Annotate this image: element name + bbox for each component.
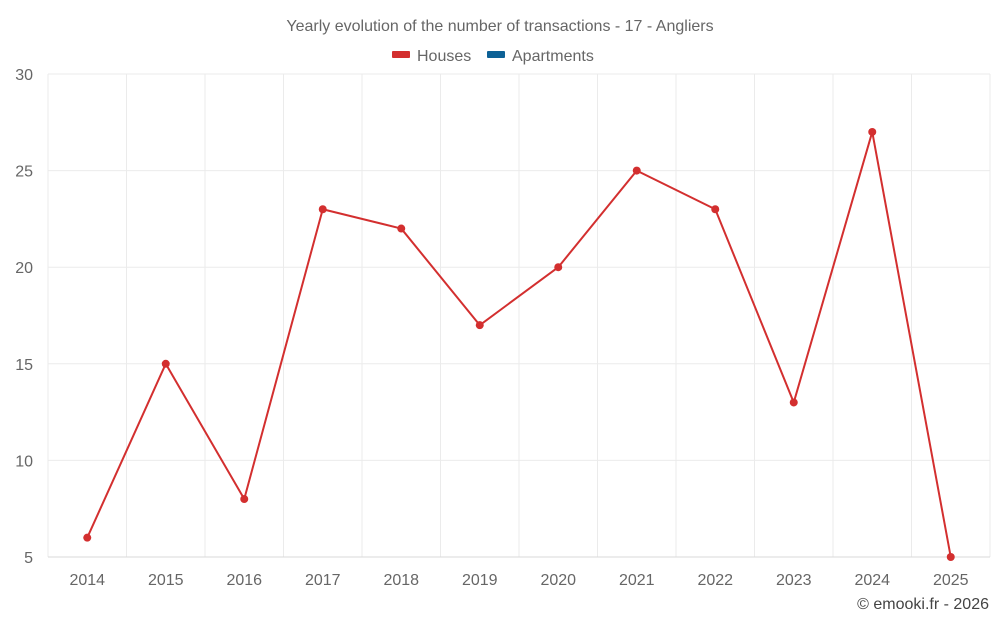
x-tick-label: 2014 xyxy=(69,572,105,589)
y-tick-label: 30 xyxy=(15,67,33,84)
data-point-houses[interactable]: 2014: 6 xyxy=(83,533,92,542)
legend-swatch-apartments xyxy=(487,51,505,58)
x-tick-label: 2017 xyxy=(305,572,341,589)
data-point-houses[interactable]: 2022: 23 xyxy=(711,205,720,214)
data-point-houses[interactable]: 2015: 15 xyxy=(161,359,170,368)
series: 2014: 6 2015: 15 2016: 8 2017: 23 2018: 22 20… xyxy=(83,127,955,561)
legend: Houses Apartments xyxy=(392,48,594,65)
data-point-houses[interactable]: 2024: 27 xyxy=(868,127,877,136)
x-tick-label: 2015 xyxy=(148,572,184,589)
x-tick-label: 2020 xyxy=(540,572,576,589)
legend-swatch-houses xyxy=(392,51,410,58)
data-point-houses[interactable]: 2019: 17 xyxy=(475,321,484,330)
legend-item-houses[interactable]: Houses xyxy=(392,48,471,65)
grid xyxy=(47,73,991,557)
x-tick-label: 2016 xyxy=(226,572,262,589)
data-point-houses[interactable]: 2020: 20 xyxy=(554,263,563,272)
x-tick-label: 2021 xyxy=(619,572,655,589)
x-tick-label: 2019 xyxy=(462,572,498,589)
y-tick-label: 25 xyxy=(15,164,33,181)
legend-item-apartments[interactable]: Apartments xyxy=(487,48,594,65)
y-tick-label: 10 xyxy=(15,453,33,470)
x-tick-label: 2023 xyxy=(776,572,812,589)
data-point-houses[interactable]: 2021: 25 xyxy=(632,166,641,175)
x-tick-label: 2022 xyxy=(697,572,733,589)
x-tick-label: 2025 xyxy=(933,572,969,589)
data-point-houses[interactable]: 2023: 13 xyxy=(789,398,798,407)
legend-label-houses: Houses xyxy=(417,48,471,65)
credit-label: © emooki.fr - 2026 xyxy=(857,596,989,613)
data-point-houses[interactable]: 2017: 23 xyxy=(318,205,327,214)
y-tick-label: 5 xyxy=(24,550,33,567)
x-tick-label: 2018 xyxy=(383,572,419,589)
data-point-houses[interactable]: 2018: 22 xyxy=(397,224,406,233)
x-tick-label: 2024 xyxy=(854,572,890,589)
y-tick-label: 20 xyxy=(15,260,33,277)
y-tick-label: 15 xyxy=(15,357,33,374)
data-point-houses[interactable]: 2016: 8 xyxy=(240,495,249,504)
data-point-houses[interactable]: 2025: 5 xyxy=(946,553,955,561)
series-line-houses xyxy=(86,130,952,558)
legend-label-apartments: Apartments xyxy=(512,48,594,65)
chart-title: Yearly evolution of the number of transa… xyxy=(286,18,713,35)
